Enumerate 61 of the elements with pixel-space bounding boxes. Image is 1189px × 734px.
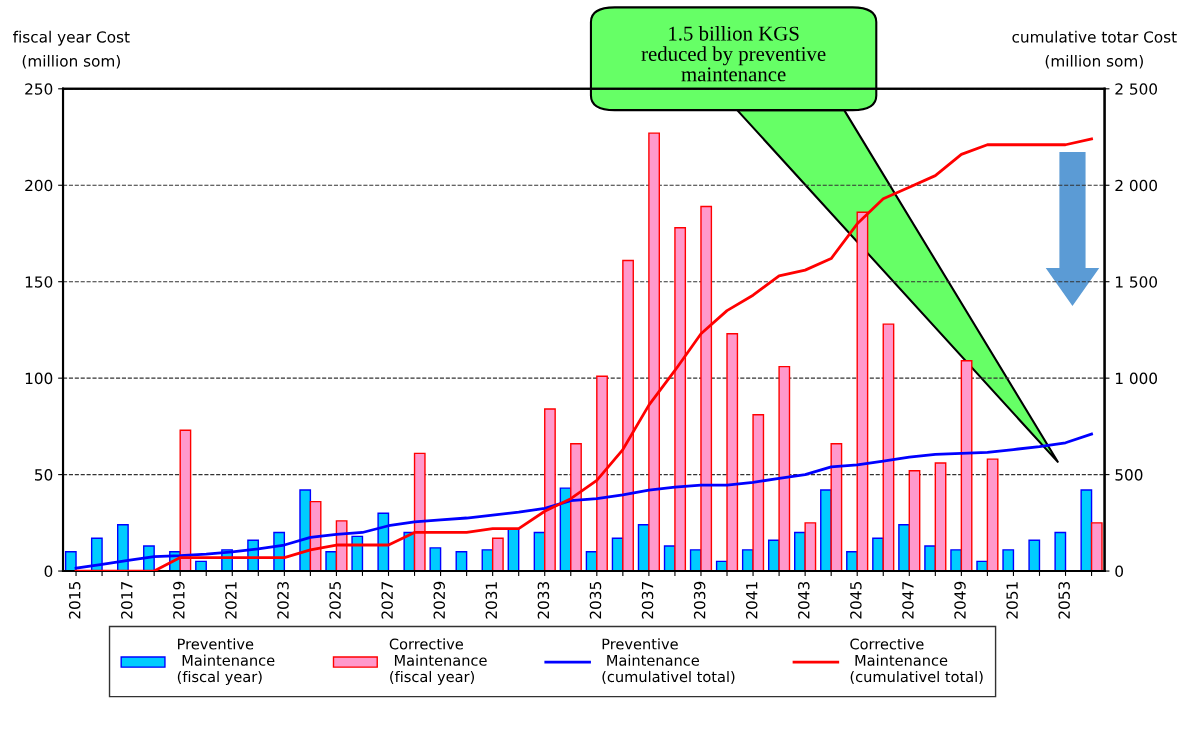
x-tick-label: 2039 (693, 581, 706, 619)
bar (908, 470, 921, 572)
bar (924, 545, 937, 572)
legend-label: Preventive Maintenance (fiscal year) (177, 638, 275, 686)
bar (830, 443, 843, 572)
y2-tick-label: 0 (1115, 565, 1124, 578)
x-tick-label: 2019 (173, 581, 185, 619)
bar (726, 333, 739, 572)
bar (804, 522, 817, 572)
y2-tick-label: 2 000 (1115, 179, 1158, 192)
bar (195, 560, 207, 572)
y-tick-label: 100 (25, 372, 53, 385)
x-tick-label: 2017 (120, 582, 133, 619)
y-tick-label: 50 (35, 469, 53, 481)
bar (872, 537, 884, 572)
x-tick-label: 2025 (329, 582, 341, 619)
bar (1080, 489, 1093, 572)
bar (882, 323, 895, 572)
x-tick-label: 2037 (641, 582, 654, 619)
text: 1.5 billion KGS reduced by preventive maintenance (641, 25, 826, 82)
x-tick-label: 2051 (1006, 582, 1018, 619)
y2-tick-label: 1 500 (1115, 276, 1158, 288)
bar (1090, 522, 1103, 572)
y2-tick-label: 500 (1115, 469, 1143, 481)
bar (986, 458, 999, 572)
x-tick-label: 2033 (537, 582, 550, 619)
y-tick-label: 250 (25, 83, 53, 95)
legend-label: Preventive Maintenance (cumulativel total) (602, 638, 735, 684)
bar (778, 365, 791, 572)
x-tick-label: 2047 (902, 582, 914, 619)
y2-tick-label: 1 000 (1115, 372, 1158, 385)
bar (1002, 549, 1015, 572)
x-tick-label: 2049 (954, 581, 966, 619)
bar (1028, 539, 1041, 572)
bar (491, 537, 504, 572)
x-tick-label: 2029 (433, 581, 446, 619)
legend-label: Corrective Maintenance (cumulativel total) (850, 638, 983, 684)
x-tick-label: 2041 (745, 582, 758, 619)
bar (752, 414, 765, 572)
x-tick-label: 2021 (225, 582, 237, 619)
x-tick-label: 2045 (850, 582, 862, 619)
legend-label: Corrective Maintenance (fiscal year) (389, 638, 487, 686)
y2-axis-title: cumulative totar Cost (million som) (1012, 30, 1177, 69)
y-tick-label: 0 (44, 565, 53, 578)
x-tick-label: 2053 (1058, 582, 1070, 619)
x-tick-label: 2043 (798, 582, 810, 619)
x-tick-label: 2031 (485, 582, 498, 619)
bar (898, 524, 910, 572)
y2-tick-label: 2 500 (1115, 83, 1158, 95)
y-axis-title: fiscal year Cost (million som) (13, 30, 130, 69)
bar (960, 360, 973, 572)
y-tick-label: 150 (25, 276, 53, 288)
bar (950, 549, 963, 572)
bar (934, 462, 947, 572)
y-tick-label: 200 (25, 179, 53, 192)
x-tick-label: 2023 (277, 582, 289, 619)
x-tick-label: 2035 (589, 582, 602, 619)
bar (1054, 531, 1067, 572)
bar (429, 547, 442, 572)
x-tick-label: 2015 (68, 582, 81, 619)
x-tick-label: 2027 (381, 582, 393, 619)
